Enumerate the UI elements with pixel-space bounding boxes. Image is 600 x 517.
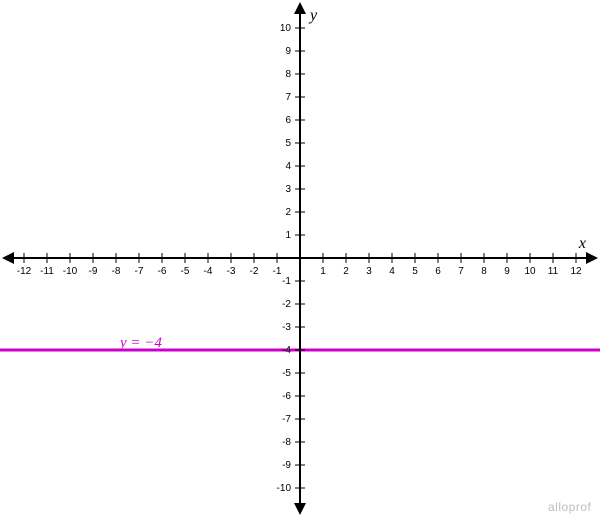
watermark: alloprof	[548, 500, 591, 514]
x-tick-label: 8	[481, 266, 487, 277]
y-tick-label: -1	[282, 276, 291, 287]
x-tick-label: -8	[112, 266, 121, 277]
y-tick-label: 1	[285, 230, 291, 241]
y-axis-label: y	[308, 7, 318, 24]
x-tick-label: -1	[273, 266, 282, 277]
y-tick-label: 2	[285, 207, 291, 218]
y-tick-label: 4	[285, 161, 291, 172]
x-tick-label: 4	[389, 266, 395, 277]
x-tick-label: -9	[89, 266, 98, 277]
y-tick-label: 9	[285, 46, 291, 57]
y-tick-label: 8	[285, 69, 291, 80]
x-tick-label: 9	[504, 266, 510, 277]
x-tick-label: 10	[524, 266, 536, 277]
y-tick-label: -4	[282, 345, 291, 356]
y-tick-label: -8	[282, 437, 291, 448]
x-tick-label: -11	[40, 266, 54, 277]
x-tick-label: 7	[458, 266, 464, 277]
x-tick-label: 3	[366, 266, 372, 277]
x-tick-label: -3	[227, 266, 236, 277]
x-tick-label: -2	[250, 266, 259, 277]
x-tick-label: -10	[63, 266, 78, 277]
x-tick-label: -12	[17, 266, 32, 277]
x-tick-label: 1	[320, 266, 326, 277]
x-tick-label: -5	[181, 266, 190, 277]
x-tick-label: 6	[435, 266, 441, 277]
y-tick-label: 7	[285, 92, 291, 103]
x-tick-label: -6	[158, 266, 167, 277]
y-tick-label: 3	[285, 184, 291, 195]
y-tick-label: -7	[282, 414, 291, 425]
y-tick-label: 6	[285, 115, 291, 126]
y-tick-label: 10	[280, 23, 292, 34]
y-tick-label: -5	[282, 368, 291, 379]
x-tick-label: -7	[135, 266, 144, 277]
x-tick-label: 5	[412, 266, 418, 277]
plane-svg: -12-11-10-9-8-7-6-5-4-3-2-11234567891011…	[0, 0, 600, 517]
equation-label: y = −4	[120, 335, 162, 352]
coordinate-plane-chart: -12-11-10-9-8-7-6-5-4-3-2-11234567891011…	[0, 0, 600, 517]
y-tick-label: -10	[277, 483, 292, 494]
x-tick-label: 2	[343, 266, 349, 277]
y-tick-label: -2	[282, 299, 291, 310]
y-tick-label: 5	[285, 138, 291, 149]
y-tick-label: -3	[282, 322, 291, 333]
y-tick-label: -9	[282, 460, 291, 471]
x-tick-label: 12	[570, 266, 582, 277]
x-tick-label: -4	[204, 266, 213, 277]
y-tick-label: -6	[282, 391, 291, 402]
x-tick-label: 11	[548, 266, 559, 277]
x-axis-label: x	[578, 235, 586, 252]
